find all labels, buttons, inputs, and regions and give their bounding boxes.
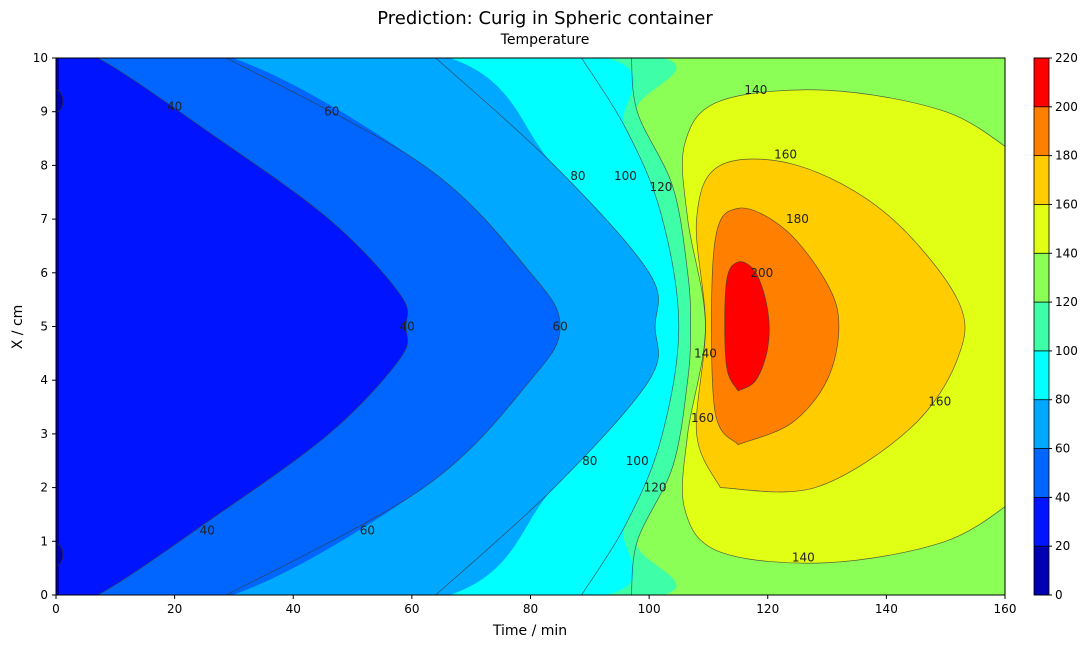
x-tick-label-5: 100 <box>638 602 661 616</box>
chart-title: Prediction: Curig in Spheric container <box>377 8 713 29</box>
colorbar-tick-label-1: 20 <box>1055 539 1070 553</box>
y-tick-label-2: 2 <box>40 481 48 495</box>
y-tick-label-10: 10 <box>33 51 48 65</box>
y-tick-label-8: 8 <box>40 158 48 172</box>
colorbar-tick-label-8: 160 <box>1055 197 1078 211</box>
contour-label-140-0: 140 <box>744 83 767 97</box>
contour-label-60-2: 60 <box>360 524 375 538</box>
contour-line-80 <box>435 58 659 595</box>
y-tick-label-7: 7 <box>40 212 48 226</box>
y-axis: 0 1 2 3 4 5 6 7 8 9 10 <box>33 51 56 602</box>
contour-line-180 <box>711 207 840 446</box>
y-tick-label-3: 3 <box>40 427 48 441</box>
contour-line-160 <box>695 158 966 493</box>
contour-label-100-0: 100 <box>614 169 637 183</box>
edge-blob-top <box>56 89 64 113</box>
contour-label-140-1: 140 <box>792 550 815 564</box>
contour-label-160-1: 160 <box>691 411 714 425</box>
contour-line-120 <box>631 58 691 595</box>
x-axis: 0 20 40 60 80 100 120 140 160 <box>52 595 1016 616</box>
y-tick-label-4: 4 <box>40 373 48 387</box>
colorbar-segment-4 <box>1034 350 1049 400</box>
plot-fills <box>56 58 1005 595</box>
edge-band-left <box>56 58 59 595</box>
colorbar-tick-label-5: 100 <box>1055 344 1078 358</box>
colorbar-tick-label-2: 40 <box>1055 490 1070 504</box>
contour-line-200 <box>724 261 770 392</box>
y-tick-label-6: 6 <box>40 266 48 280</box>
x-tick-label-8: 160 <box>994 602 1017 616</box>
contour-line-100 <box>581 58 680 595</box>
colorbar: 0 20 40 60 80 100 120 140 160 180 200 220 <box>1033 51 1078 602</box>
colorbar-tick-label-10: 200 <box>1055 100 1078 114</box>
contour-label-200-0: 200 <box>750 266 773 280</box>
colorbar-tick-label-6: 120 <box>1055 295 1078 309</box>
colorbar-tick-label-4: 80 <box>1055 393 1070 407</box>
colorbar-tick-label-0: 0 <box>1055 588 1063 602</box>
colorbar-tick-label-3: 60 <box>1055 442 1070 456</box>
colorbar-segment-9 <box>1034 106 1049 156</box>
contour-label-40-0: 40 <box>167 99 182 113</box>
contour-label-120-0: 120 <box>650 180 673 194</box>
chart-subtitle: Temperature <box>500 32 590 48</box>
contour-label-160-2: 160 <box>928 395 951 409</box>
plot-area: 40 40 40 60 60 60 80 80 100 100 120 120 140 140 140 160… <box>55 57 1006 596</box>
y-axis-label: X / cm <box>10 305 26 350</box>
contour-label-40-2: 40 <box>200 524 215 538</box>
plot-contours <box>96 58 1005 595</box>
x-tick-label-3: 60 <box>404 602 419 616</box>
contour-label-40-1: 40 <box>399 320 414 334</box>
colorbar-tick-label-9: 180 <box>1055 149 1078 163</box>
colorbar-segment-0 <box>1034 546 1049 595</box>
y-tick-label-9: 9 <box>40 105 48 119</box>
fill-band-200 <box>724 261 770 391</box>
contour-label-80-0: 80 <box>570 169 585 183</box>
y-tick-label-0: 0 <box>40 588 48 602</box>
colorbar-segment-10 <box>1034 58 1049 107</box>
contour-label-120-1: 120 <box>644 481 667 495</box>
colorbar-tick-label-11: 220 <box>1055 51 1078 65</box>
x-tick-label-6: 120 <box>756 602 779 616</box>
contour-line-40 <box>96 58 409 595</box>
y-tick-label-1: 1 <box>40 534 48 548</box>
contour-label-180-0: 180 <box>786 212 809 226</box>
x-axis-label: Time / min <box>492 623 567 639</box>
contour-line-60 <box>225 58 561 595</box>
y-tick-label-5: 5 <box>40 320 48 334</box>
colorbar-segment-8 <box>1034 155 1049 205</box>
contour-label-140-2: 140 <box>694 346 717 360</box>
plot-contour-labels: 40 40 40 60 60 60 80 80 100 100 120 120 140 140 140 160… <box>167 83 951 564</box>
colorbar-segment-6 <box>1034 253 1049 303</box>
x-tick-label-4: 80 <box>523 602 538 616</box>
fill-band-below-40-b <box>56 58 408 595</box>
contour-label-60-1: 60 <box>553 320 568 334</box>
colorbar-segment-7 <box>1034 204 1049 254</box>
colorbar-segment-2 <box>1034 448 1049 498</box>
colorbar-segment-5 <box>1034 302 1049 351</box>
contour-label-100-1: 100 <box>626 454 649 468</box>
contour-label-160-0: 160 <box>774 148 797 162</box>
x-tick-label-7: 140 <box>875 602 898 616</box>
colorbar-segment-1 <box>1034 497 1049 547</box>
x-tick-label-1: 20 <box>167 602 182 616</box>
x-tick-label-0: 0 <box>52 602 60 616</box>
x-tick-label-2: 40 <box>286 602 301 616</box>
colorbar-segment-3 <box>1034 399 1049 449</box>
contour-label-60-0: 60 <box>324 105 339 119</box>
edge-blob-bottom <box>56 543 64 567</box>
colorbar-tick-label-7: 140 <box>1055 246 1078 260</box>
contour-label-80-1: 80 <box>582 454 597 468</box>
